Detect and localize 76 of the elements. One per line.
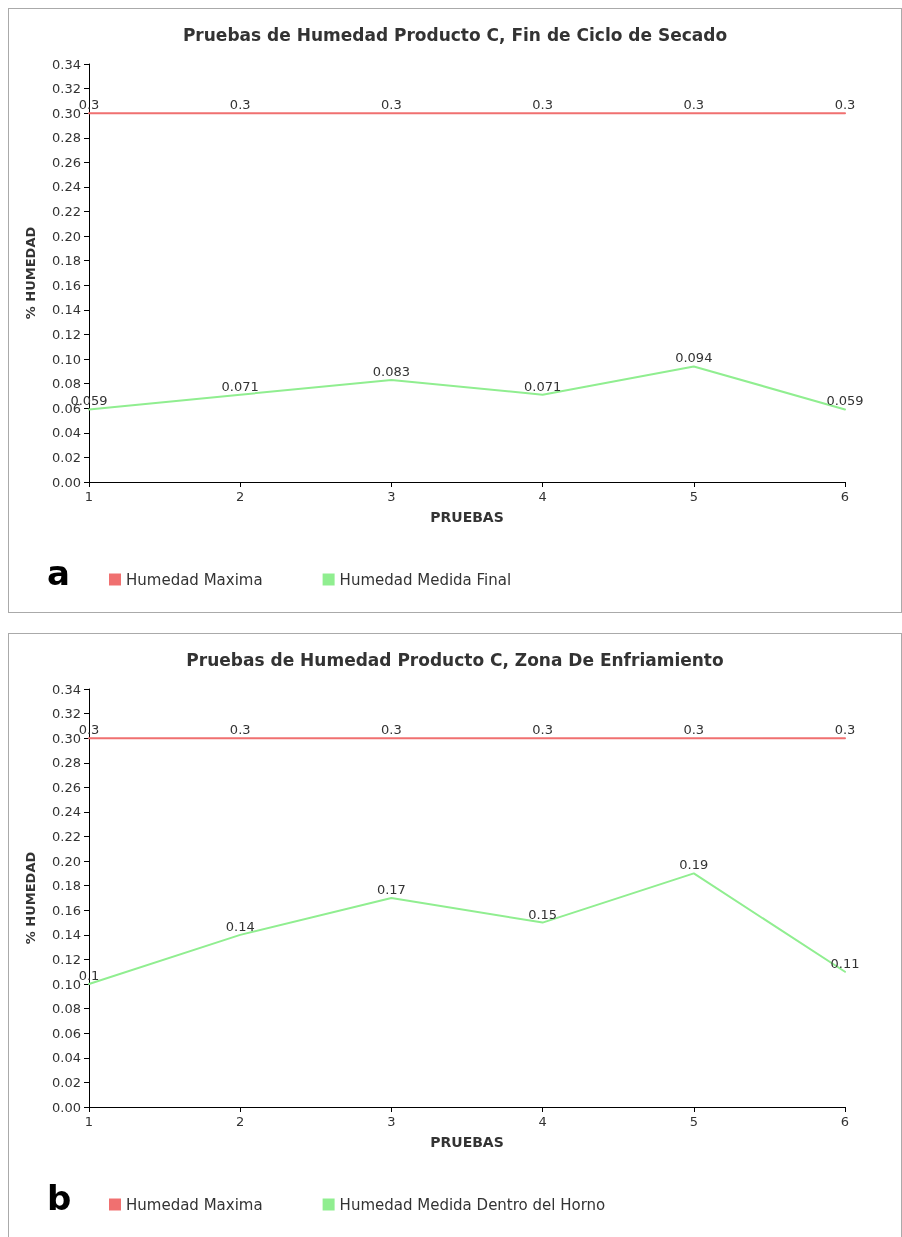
data-label: 0.3 xyxy=(834,722,856,738)
y-tick-label: 0.08 xyxy=(52,376,81,392)
data-label: 0.071 xyxy=(523,378,562,394)
text: a xyxy=(47,553,70,593)
y-tick-label: 0.32 xyxy=(52,706,81,722)
data-label: 0.3 xyxy=(229,97,251,113)
data-label: 0.071 xyxy=(221,378,259,394)
legend-label: Humedad Medida Final xyxy=(339,570,512,589)
y-tick-label: 0.34 xyxy=(52,56,81,72)
y-tick-label: 0.22 xyxy=(52,829,81,845)
y-tick-label: 0.22 xyxy=(52,204,81,220)
y-tick-label: 0.18 xyxy=(52,253,81,269)
data-label: 0.083 xyxy=(372,363,411,379)
y-tick-label: 0.18 xyxy=(52,878,81,894)
y-tick-label: 0.28 xyxy=(52,755,81,771)
data-label: 0.3 xyxy=(834,97,856,113)
x-tick-label: 4 xyxy=(538,489,547,504)
data-label: 0.094 xyxy=(675,350,713,366)
x-tick-label: 2 xyxy=(236,1114,245,1129)
legend-label: Humedad Maxima xyxy=(126,570,263,589)
y-tick-label: 0.14 xyxy=(52,302,81,318)
data-label: 0.3 xyxy=(229,722,251,738)
y-tick-label: 0.04 xyxy=(52,425,81,441)
y-tick-label: 0.02 xyxy=(52,1074,81,1090)
x-tick-label: 6 xyxy=(840,1114,850,1129)
x-tick-label: 6 xyxy=(840,489,850,504)
legend-label: Humedad Maxima xyxy=(126,1195,263,1214)
y-tick-label: 0.12 xyxy=(52,951,81,967)
x-axis-title: PRUEBAS xyxy=(430,1134,504,1150)
y-tick-label: 0.00 xyxy=(52,474,81,490)
data-label: 0.15 xyxy=(528,906,558,922)
y-tick-label: 0.26 xyxy=(52,779,81,795)
y-axis-title: % HUMEDAD xyxy=(23,851,38,945)
x-tick-label: 4 xyxy=(538,1114,547,1129)
data-label: 0.17 xyxy=(376,882,406,897)
y-tick-label: 0.24 xyxy=(52,804,81,820)
data-label: 0.3 xyxy=(381,722,402,738)
x-tick-label: 5 xyxy=(689,489,698,504)
data-label: 0.3 xyxy=(683,722,705,738)
y-tick-label: 0.10 xyxy=(52,351,81,367)
data-label: 0.14 xyxy=(225,918,255,934)
y-axis-title: % HUMEDAD xyxy=(23,226,38,320)
y-tick-label: 0.34 xyxy=(52,681,81,697)
y-tick-label: 0.16 xyxy=(52,277,81,293)
x-axis-title: PRUEBAS xyxy=(430,509,504,525)
x-tick-label: 1 xyxy=(84,489,94,504)
y-tick-label: 0.08 xyxy=(52,1001,81,1017)
y-tick-label: 0.02 xyxy=(52,449,81,465)
y-tick-label: 0.00 xyxy=(52,1099,81,1115)
data-label: 0.19 xyxy=(679,857,709,873)
y-tick-label: 0.26 xyxy=(52,154,81,170)
data-label: 0.3 xyxy=(532,722,553,738)
data-label: 0.059 xyxy=(826,393,864,409)
y-tick-label: 0.16 xyxy=(52,902,81,918)
x-tick-label: 3 xyxy=(387,489,396,504)
chart-title: Pruebas de Humedad Producto C, Fin de Ciclo de Secado xyxy=(182,24,728,45)
x-tick-label: 5 xyxy=(689,1114,698,1129)
y-tick-label: 0.12 xyxy=(52,326,81,342)
y-tick-label: 0.04 xyxy=(52,1050,81,1066)
y-tick-label: 0.28 xyxy=(52,130,81,146)
y-tick-label: 0.06 xyxy=(52,1025,81,1041)
data-label: 0.3 xyxy=(683,97,705,113)
x-tick-label: 1 xyxy=(84,1114,94,1129)
x-tick-label: 3 xyxy=(387,1114,396,1129)
data-label: 0.3 xyxy=(381,97,402,113)
y-tick-label: 0.24 xyxy=(52,179,81,195)
y-tick-label: 0.20 xyxy=(52,853,81,869)
legend-label: Humedad Medida Dentro del Horno xyxy=(339,1195,606,1214)
data-label: 0.11 xyxy=(830,955,860,971)
text: b xyxy=(47,1178,72,1218)
y-tick-label: 0.14 xyxy=(52,927,81,943)
y-tick-label: 0.20 xyxy=(52,228,81,244)
y-tick-label: 0.32 xyxy=(52,81,81,97)
data-label: 0.3 xyxy=(532,97,553,113)
chart-title: Pruebas de Humedad Producto C, Zona De Enfriamiento xyxy=(186,649,724,670)
x-tick-label: 2 xyxy=(236,489,245,504)
